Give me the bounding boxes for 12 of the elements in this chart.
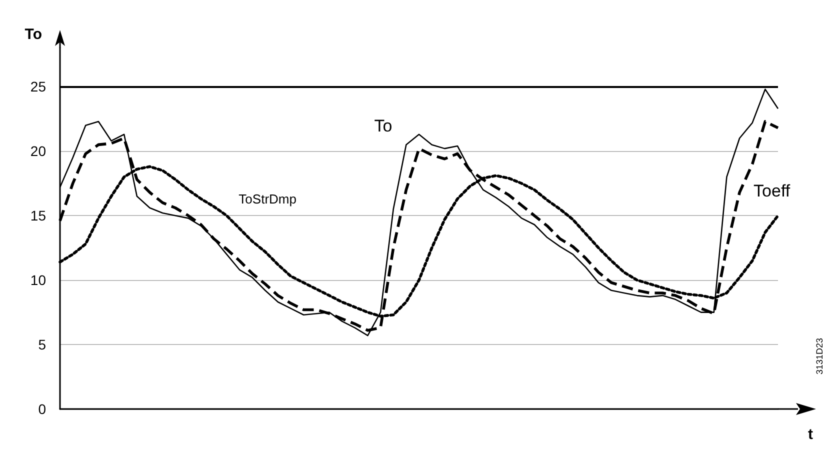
x-axis-title: t — [808, 426, 813, 443]
series-label: ToStrDmp — [238, 192, 296, 207]
y-tick-label: 0 — [38, 401, 46, 417]
text: 3131D23 — [814, 338, 824, 375]
y-tick-label: 25 — [30, 78, 46, 95]
y-tick-label: 20 — [30, 143, 46, 160]
y-tick-label: 10 — [30, 272, 46, 288]
series-label: To — [374, 116, 392, 136]
y-tick-label: 15 — [30, 208, 46, 224]
y-tick-label: 5 — [38, 336, 46, 353]
series-label: Toeff — [754, 181, 790, 200]
y-axis-title: To — [24, 26, 42, 43]
